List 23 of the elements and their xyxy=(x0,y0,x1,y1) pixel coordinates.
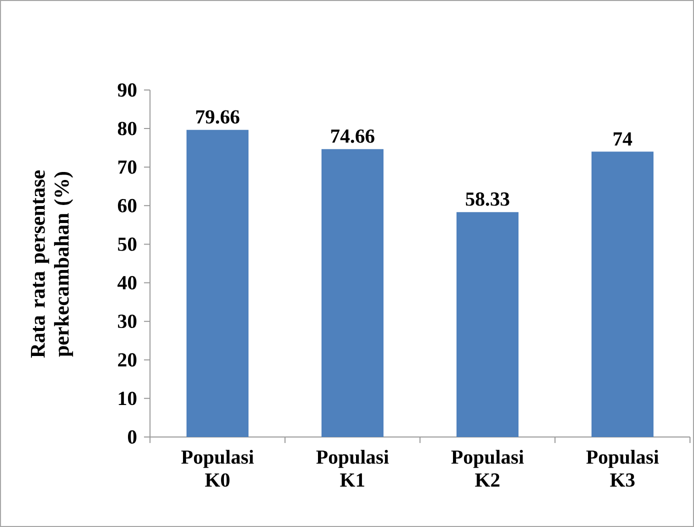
y-tick-label: 90 xyxy=(118,83,136,97)
y-tick-label: 60 xyxy=(118,198,136,212)
y-tick-label: 0 xyxy=(128,430,136,444)
x-tick-label: Populasi K3 xyxy=(586,450,659,487)
bar xyxy=(322,149,384,437)
y-tick-label: 30 xyxy=(118,314,136,328)
x-tick-label: Populasi K0 xyxy=(181,450,254,487)
data-label: 79.66 xyxy=(196,110,240,124)
data-label: 58.33 xyxy=(466,192,510,206)
y-tick-label: 50 xyxy=(118,237,136,251)
data-label: 74.66 xyxy=(331,129,374,143)
y-tick-label: 20 xyxy=(118,353,136,367)
data-label: 74 xyxy=(614,132,632,146)
bar xyxy=(186,130,249,437)
x-tick-label: Populasi K1 xyxy=(316,450,389,487)
y-axis-title: Rata rata persentase perkecambahan (%) xyxy=(30,170,74,358)
bar xyxy=(456,212,519,437)
bar xyxy=(592,152,654,437)
x-tick-label: Populasi K2 xyxy=(451,450,524,487)
y-tick-label: 80 xyxy=(118,122,136,136)
y-tick-label: 10 xyxy=(118,392,136,406)
y-tick-label: 70 xyxy=(118,160,136,174)
y-tick-label: 40 xyxy=(118,276,136,290)
